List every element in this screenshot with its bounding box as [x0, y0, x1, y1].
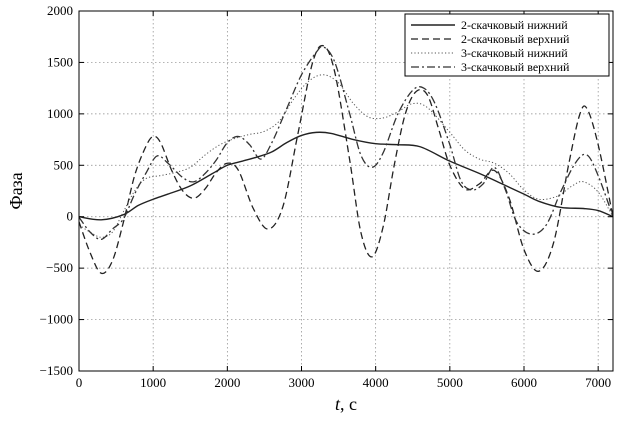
y-tick-label: 1500 [47, 54, 73, 69]
series-line-3 [79, 74, 613, 238]
x-tick-label: 4000 [363, 375, 389, 390]
y-tick-label: −500 [46, 260, 73, 275]
axis-ticks: 0 1000 2000 3000 4000 5000 6000 7000−1500−1000−… [40, 3, 613, 390]
x-tick-label: 0 [76, 375, 83, 390]
x-tick-label: 6000 [511, 375, 537, 390]
legend-label-1: 2-скачковый нижний [461, 18, 568, 32]
series-line-2 [79, 44, 613, 275]
plot-area-frame [78, 10, 614, 372]
legend-label-2: 2-скачковый верхний [461, 32, 570, 46]
x-axis-label-variable: t [335, 394, 341, 414]
x-tick-label: 1000 [140, 375, 166, 390]
x-tick-label: 7000 [585, 375, 611, 390]
y-tick-label: 2000 [47, 3, 73, 18]
series-line-1 [79, 131, 613, 221]
legend-label-4: 3-скачковый верхний [461, 60, 570, 74]
y-axis-label: Фаза [6, 172, 26, 209]
y-tick-label: −1500 [40, 363, 73, 378]
x-tick-label: 2000 [214, 375, 240, 390]
x-tick-label: 5000 [437, 375, 463, 390]
legend-label-3: 3-скачковый нижний [461, 46, 568, 60]
x-tick-label: 3000 [289, 375, 315, 390]
y-tick-label: 1000 [47, 106, 73, 121]
y-tick-label: 0 [67, 209, 74, 224]
series-lines [79, 44, 613, 275]
y-tick-label: −1000 [40, 312, 73, 327]
x-axis-label: t, с [335, 394, 357, 414]
y-tick-label: 500 [54, 157, 74, 172]
series-line-4 [79, 45, 613, 240]
x-axis-label-unit: , с [340, 394, 357, 414]
